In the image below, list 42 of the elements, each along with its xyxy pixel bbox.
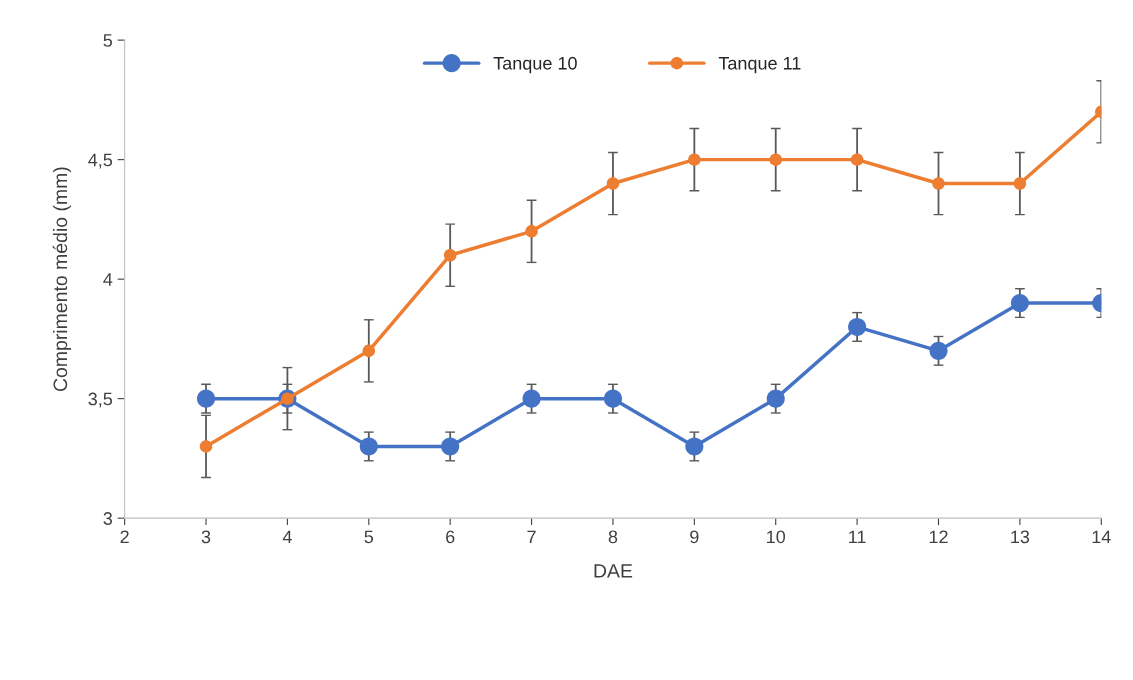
point <box>766 389 785 408</box>
x-tick-label: 6 <box>446 530 455 544</box>
point <box>199 440 213 453</box>
point <box>932 177 945 190</box>
point <box>525 225 538 238</box>
point <box>606 177 620 190</box>
x-tick-label: 7 <box>527 530 536 544</box>
point <box>362 344 376 358</box>
x-tick-label: 10 <box>767 530 786 544</box>
legend-label: Tanque 10 <box>493 56 577 74</box>
x-tick-label: 5 <box>364 530 374 544</box>
x-tick-label: 9 <box>690 530 699 544</box>
point <box>443 248 457 262</box>
point <box>769 153 782 166</box>
y-tick-label: 3 <box>103 512 113 525</box>
point <box>603 389 622 408</box>
point <box>1013 177 1027 190</box>
y-tick-label: 3,5 <box>88 392 113 408</box>
point <box>1010 294 1029 313</box>
x-tick-label: 3 <box>201 530 211 544</box>
legend-label: Tanque 11 <box>718 57 801 74</box>
y-tick-label: 4 <box>103 273 113 286</box>
point <box>522 389 541 408</box>
x-tick-label: 2 <box>120 530 129 544</box>
point <box>441 437 460 456</box>
point <box>359 437 378 456</box>
point <box>848 317 867 336</box>
y-tick-label: 4,5 <box>88 153 113 169</box>
point <box>929 341 948 360</box>
point <box>850 153 864 166</box>
x-tick-label: 4 <box>282 530 292 544</box>
point <box>196 389 216 408</box>
x-tick-label: 11 <box>849 530 866 544</box>
y-axis-title: Comprimento médio (mm) <box>52 167 72 392</box>
x-tick-label: 12 <box>929 530 948 544</box>
x-tick-label: 13 <box>1011 530 1030 544</box>
y-tick-label: 5 <box>103 34 113 47</box>
x-tick-label: 8 <box>608 530 618 544</box>
x-axis-title: DAE <box>594 564 633 578</box>
x-tick-label: 14 <box>1092 530 1111 544</box>
point <box>685 437 704 456</box>
point <box>688 153 701 166</box>
